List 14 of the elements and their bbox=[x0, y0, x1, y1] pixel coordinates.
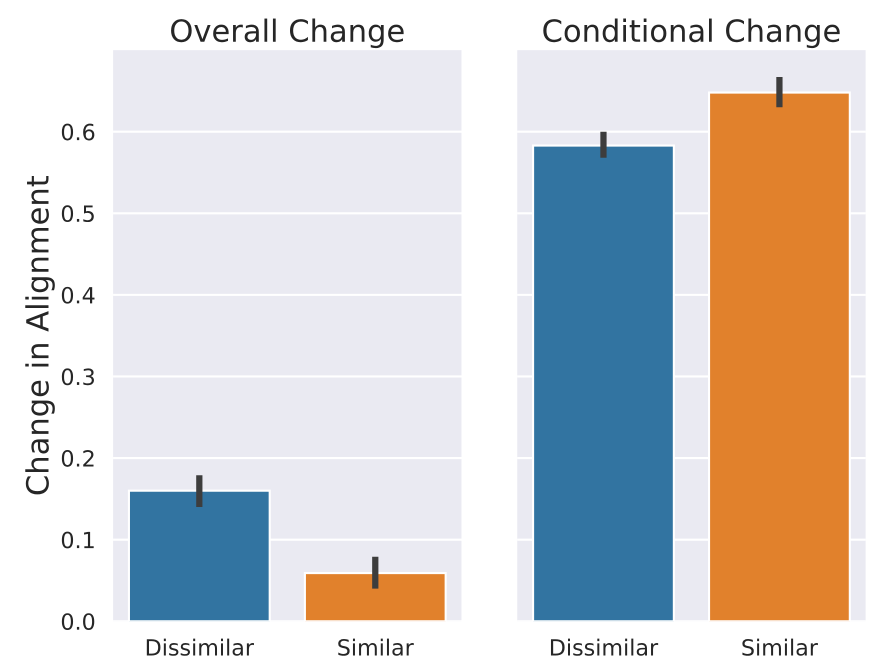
y-tick-label: 0.2 bbox=[62, 450, 94, 467]
y-tick-label: 0.0 bbox=[62, 613, 94, 630]
x-tick-label: Similar bbox=[742, 638, 818, 656]
x-tick-label: Similar bbox=[338, 638, 414, 656]
y-tick-label: 0.3 bbox=[62, 368, 94, 386]
chart-title: Conditional Change bbox=[543, 18, 840, 48]
x-tick-label: Dissimilar bbox=[146, 638, 254, 656]
y-tick-label: 0.1 bbox=[62, 532, 94, 548]
x-tick-label: Dissimilar bbox=[550, 638, 658, 656]
y-tick-label: 0.6 bbox=[62, 124, 94, 140]
y-tick-label: 0.5 bbox=[62, 205, 94, 222]
chart-title: Overall Change bbox=[171, 18, 404, 48]
y-tick-label: 0.4 bbox=[62, 286, 94, 304]
y-axis-title: Change in Alignment bbox=[25, 176, 55, 494]
